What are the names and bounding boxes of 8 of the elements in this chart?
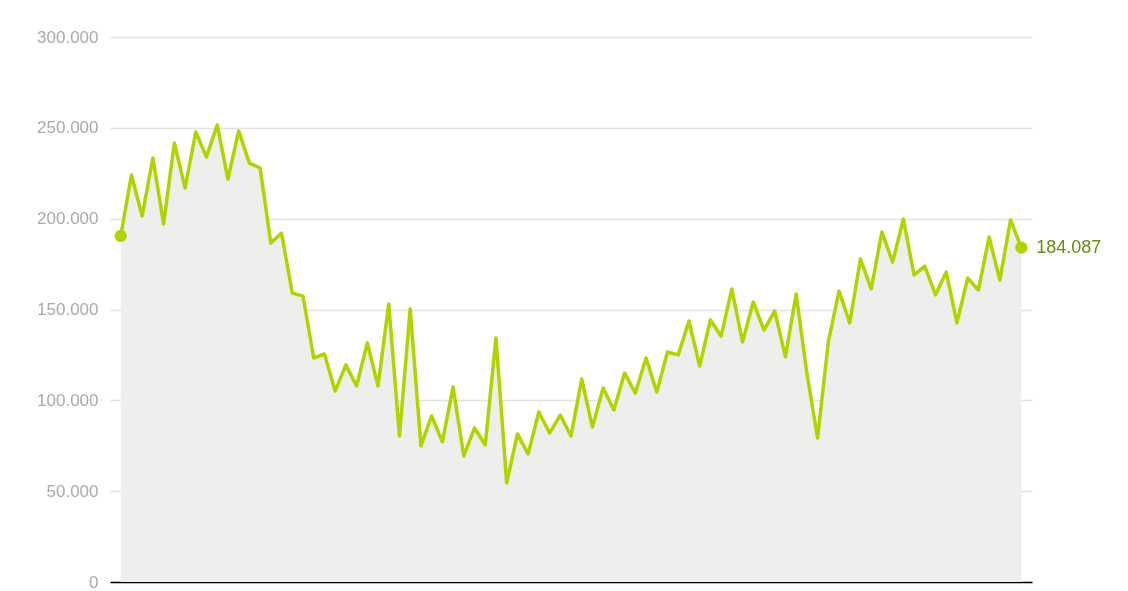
data-label: 184.087 [1036, 236, 1102, 257]
y-tick-label: 200.000 [37, 209, 99, 229]
y-tick-label: 150.000 [37, 300, 99, 319]
y-tick-label: 50.000 [46, 481, 99, 501]
y-tick-label: 250.000 [37, 118, 99, 138]
y-tick-label: 0 [89, 572, 99, 591]
y-tick-label: 100.000 [37, 390, 99, 410]
y-tick-label: 300.000 [37, 27, 99, 47]
